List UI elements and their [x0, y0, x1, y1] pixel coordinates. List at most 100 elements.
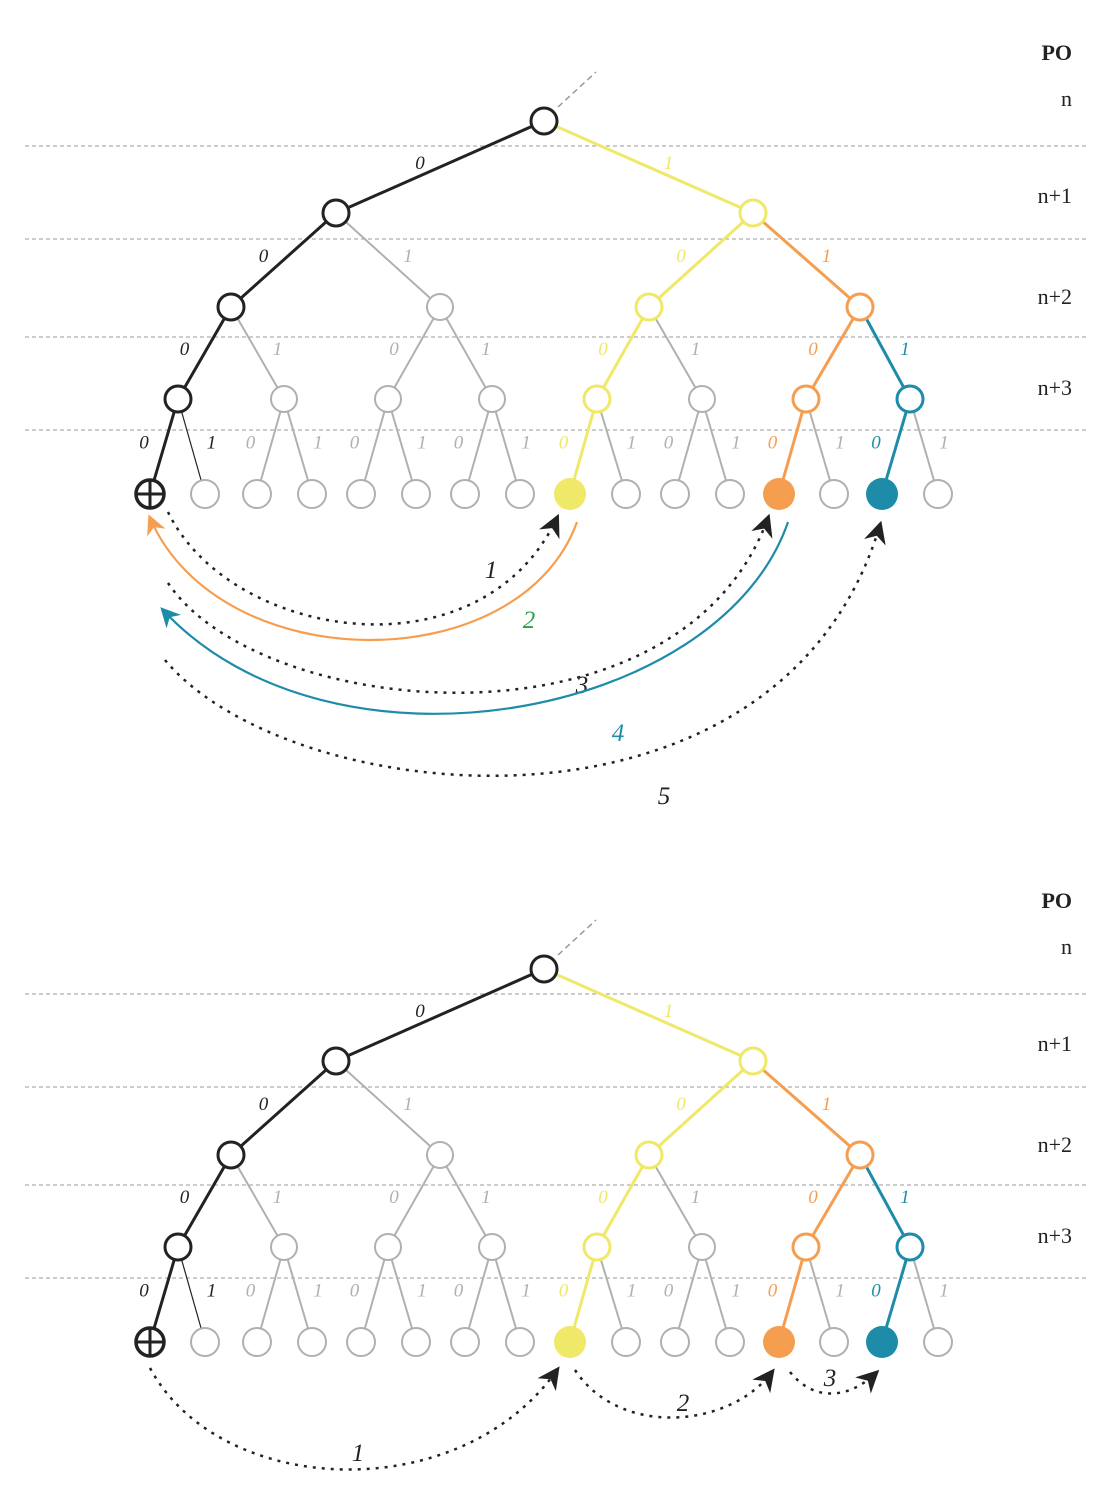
leaf-node-filled: [554, 478, 586, 510]
edge-label: 1: [403, 1094, 413, 1115]
leaf-node: [611, 1327, 641, 1357]
edge-label: 1: [691, 339, 701, 360]
leaf-node: [346, 479, 376, 509]
tree-node: [738, 1046, 768, 1076]
leaf-node-filled: [763, 478, 795, 510]
tree-edge: [229, 1059, 338, 1157]
edge-label: 1: [731, 1281, 741, 1302]
tree-edge: [230, 1154, 285, 1248]
tree-edge: [805, 398, 835, 495]
edge-label: 0: [676, 246, 686, 267]
edge-label: 0: [808, 339, 818, 360]
edge-label: 1: [207, 433, 217, 454]
leaf-node: [923, 1327, 953, 1357]
leaf-node-filled: [866, 1326, 898, 1358]
edge-label: 1: [273, 1187, 283, 1208]
arrow-label: 5: [658, 783, 671, 810]
tree-node: [529, 954, 559, 984]
xor-plus-icon: [134, 1326, 166, 1358]
tree-edge: [701, 1246, 731, 1343]
edge-label: 0: [871, 433, 881, 454]
leaf-node: [401, 479, 431, 509]
edge-label: 0: [139, 433, 149, 454]
tree-edge: [777, 398, 808, 495]
edge-label: 0: [259, 1094, 269, 1115]
leaf-node: [923, 479, 953, 509]
edge-label: 0: [664, 433, 674, 454]
level-label: n+1: [1038, 1031, 1072, 1056]
tree-edge: [464, 1246, 493, 1343]
edge-label: 1: [900, 339, 910, 360]
tree-edge: [568, 398, 599, 495]
leaf-node: [297, 1327, 327, 1357]
transition-arrow-3: [166, 513, 773, 694]
tree-node: [582, 1232, 612, 1262]
tree-node: [582, 384, 612, 414]
tree-edge: [439, 1154, 493, 1248]
arrow-label: 1: [485, 557, 498, 584]
leaf-node: [190, 479, 220, 509]
tree-edge: [648, 306, 703, 400]
tree-edge: [596, 398, 627, 495]
tree-edge: [176, 306, 233, 400]
edge-label: 0: [664, 1281, 674, 1302]
edge-label: 1: [403, 246, 413, 267]
tree-edge: [256, 398, 285, 495]
tree-edge: [752, 1059, 861, 1157]
tree-edge: [335, 212, 441, 308]
leaf-node: [450, 1327, 480, 1357]
tree-edge: [648, 1154, 703, 1248]
edge-label: 0: [559, 1281, 569, 1302]
tree-node: [634, 292, 664, 322]
leaf-node-filled: [554, 1326, 586, 1358]
tree-node: [163, 1232, 193, 1262]
parent-edge-stub: [557, 919, 597, 956]
leaf-node: [346, 1327, 376, 1357]
tree-node: [216, 292, 246, 322]
edge-label: 1: [664, 1001, 674, 1022]
edge-label: 0: [259, 246, 269, 267]
leaf-node: [660, 1327, 690, 1357]
tree-edge: [148, 1246, 180, 1343]
tree-edge: [387, 1154, 441, 1248]
tree-edge: [777, 1246, 808, 1343]
level-label: n+2: [1038, 1132, 1072, 1157]
edge-label: 0: [415, 1001, 425, 1022]
tree-node: [270, 385, 298, 413]
leaf-node: [505, 1327, 535, 1357]
tree-edge: [177, 1246, 206, 1343]
tree-node: [688, 1233, 716, 1261]
arrow-label: 4: [612, 720, 625, 747]
tree-edge: [647, 1059, 755, 1157]
edge-label: 1: [822, 1094, 832, 1115]
leaf-node-filled: [763, 1326, 795, 1358]
tree-node: [374, 1233, 402, 1261]
edge-label: 1: [691, 1187, 701, 1208]
tree-edge: [335, 967, 545, 1063]
tree-edge: [230, 306, 285, 400]
leaf-node: [242, 1327, 272, 1357]
tree-edge: [647, 211, 755, 309]
edge-label: 0: [415, 153, 425, 174]
transition-arrow-1: [166, 511, 560, 626]
tree-node: [738, 198, 768, 228]
edge-label: 1: [822, 246, 832, 267]
tree-node: [321, 1046, 351, 1076]
parent-edge-stub: [557, 71, 597, 108]
edge-label: 1: [417, 433, 427, 454]
tree-node: [321, 198, 351, 228]
edge-label: 1: [417, 1281, 427, 1302]
edge-label: 1: [313, 433, 323, 454]
tree-edge: [674, 398, 703, 495]
tree-edge: [360, 1246, 389, 1343]
level-label: n+3: [1038, 375, 1072, 400]
level-label: n+3: [1038, 1223, 1072, 1248]
tree-edge: [335, 119, 545, 215]
edge-label: 1: [835, 433, 845, 454]
tree-edge: [229, 211, 338, 309]
edge-label: 0: [350, 1281, 360, 1302]
tree-edge: [596, 1246, 627, 1343]
tree-edge: [491, 1246, 521, 1343]
edge-label: 0: [454, 433, 464, 454]
transition-arrow-2: [573, 1368, 775, 1419]
